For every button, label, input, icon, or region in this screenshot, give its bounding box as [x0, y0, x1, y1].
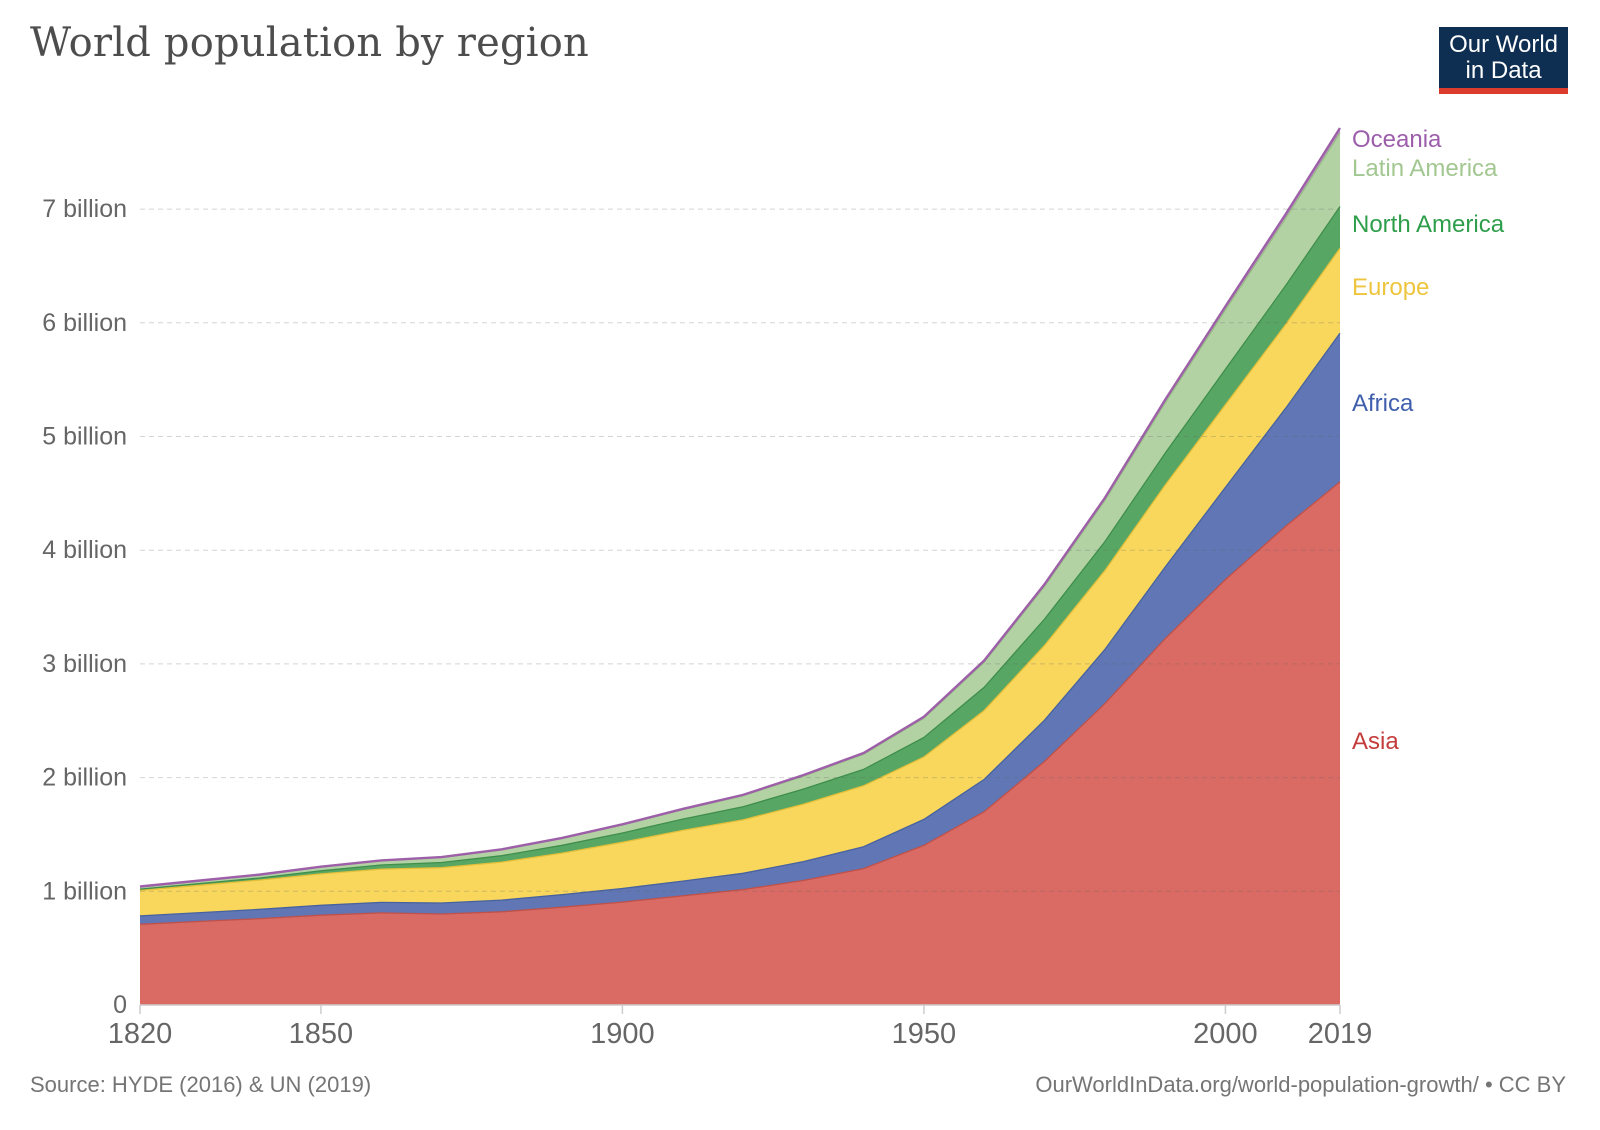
- legend-label-north-america: North America: [1352, 211, 1505, 238]
- legend-label-asia: Asia: [1352, 728, 1399, 755]
- y-tick-label-1: 1 billion: [42, 877, 127, 905]
- edge-oceania: [139, 127, 1342, 888]
- owid-logo-line1: Our World: [1449, 31, 1558, 58]
- edge-asia: [139, 481, 1341, 925]
- x-axis: 1820 1850 1900 1950 2000 2019: [108, 1004, 1373, 1050]
- area-asia: [140, 481, 1340, 1005]
- x-tick-label-1950: 1950: [892, 1018, 957, 1050]
- edge-africa: [139, 332, 1341, 917]
- y-tick-label-0: 0: [113, 991, 127, 1019]
- owid-logo: Our World in Data: [1439, 27, 1568, 94]
- edge-north-america: [139, 206, 1341, 890]
- x-tick-label-1820: 1820: [108, 1018, 173, 1050]
- legend-label-latin-america: Latin America: [1352, 155, 1498, 182]
- area-latin-america: [140, 132, 1340, 890]
- y-tick-label-7: 7 billion: [42, 195, 127, 223]
- y-tick-label-5: 5 billion: [42, 423, 127, 451]
- y-tick-label-3: 3 billion: [42, 650, 127, 678]
- source-note: Source: HYDE (2016) & UN (2019): [30, 1072, 372, 1097]
- owid-logo-line2: in Data: [1465, 57, 1542, 85]
- legend-label-europe: Europe: [1352, 274, 1430, 301]
- x-tick-label-1900: 1900: [590, 1018, 655, 1050]
- y-tick-label-2: 2 billion: [42, 764, 127, 792]
- x-tick-label-2000: 2000: [1193, 1018, 1258, 1050]
- legend-label-oceania: Oceania: [1352, 126, 1442, 153]
- license-note: OurWorldInData.org/world-population-grow…: [1035, 1072, 1566, 1097]
- y-tick-label-6: 6 billion: [42, 309, 127, 337]
- x-tick-label-1850: 1850: [289, 1018, 354, 1050]
- area-layers: [139, 127, 1342, 1005]
- area-europe: [140, 248, 1340, 916]
- y-tick-label-4: 4 billion: [42, 536, 127, 564]
- gridlines: [140, 208, 1340, 892]
- y-axis: 0 1 billion 2 billion 3 billion 4 billion 5 b…: [42, 195, 127, 1019]
- edge-europe: [139, 247, 1341, 892]
- x-tick-label-2019: 2019: [1308, 1018, 1373, 1050]
- legend-label-africa: Africa: [1352, 390, 1414, 417]
- page-title: World population by region: [30, 20, 589, 66]
